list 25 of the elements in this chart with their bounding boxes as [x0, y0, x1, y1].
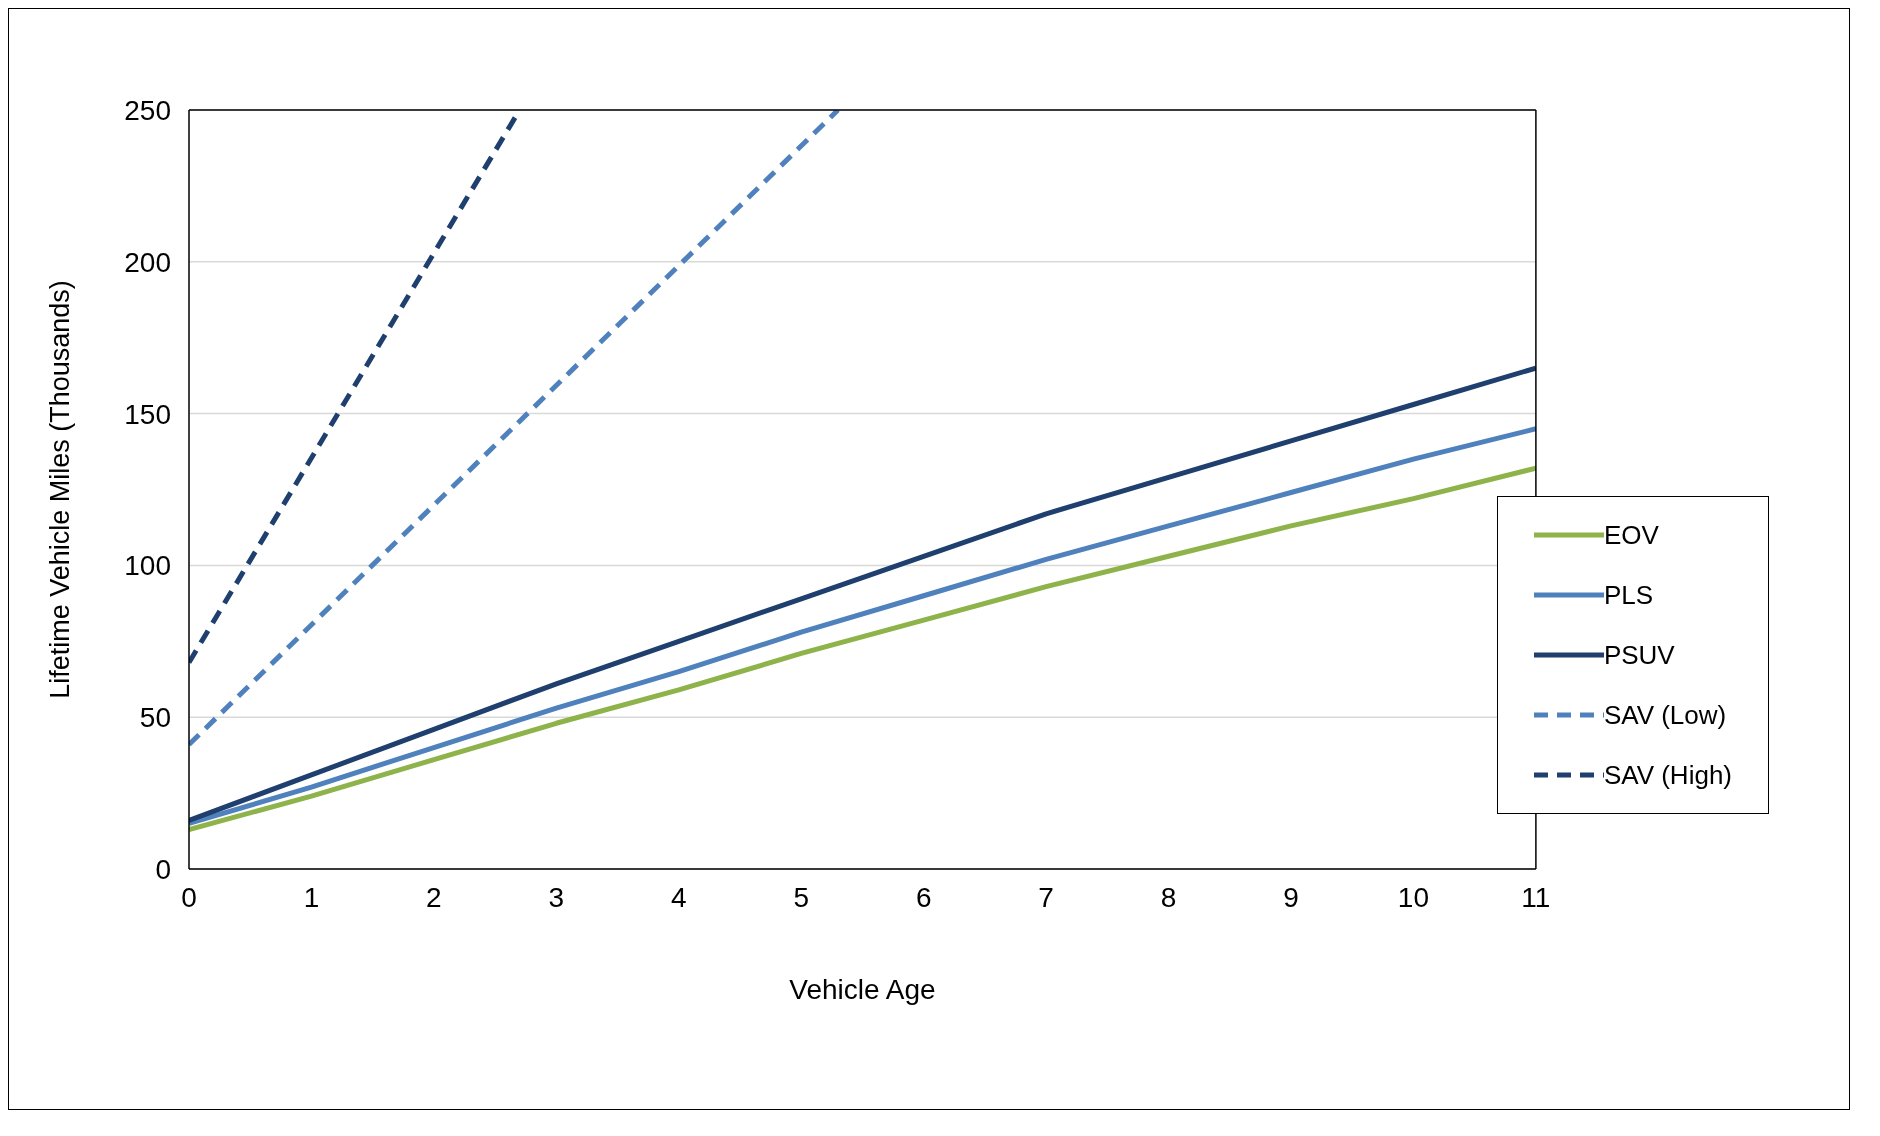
legend-label: PLS	[1603, 579, 1654, 611]
x-axis-title: Vehicle Age	[789, 974, 936, 1005]
y-tick-label: 150	[124, 398, 171, 430]
x-tick-label: 9	[1283, 881, 1299, 913]
x-tick-label: 6	[915, 881, 932, 913]
y-tick-label: 0	[155, 853, 171, 885]
y-tick-label: 100	[124, 550, 171, 582]
x-tick-label: 0	[181, 881, 197, 913]
legend-label: SAV (High)	[1603, 759, 1732, 791]
x-tick-label: 11	[1521, 881, 1551, 913]
x-tick-label: 7	[1038, 881, 1054, 913]
x-tick-label: 3	[548, 881, 565, 913]
legend-label: EOV	[1603, 519, 1659, 551]
x-tick-label: 1	[303, 881, 320, 913]
y-tick-label: 250	[124, 94, 171, 126]
y-axis-title: Lifetime Vehicle Miles (Thousands)	[44, 280, 75, 699]
x-tick-label: 10	[1397, 881, 1430, 913]
y-tick-label: 50	[139, 702, 171, 734]
legend-label: SAV (Low)	[1603, 699, 1727, 731]
x-tick-label: 5	[793, 881, 810, 913]
y-tick-label: 200	[124, 246, 171, 278]
legend-label: PSUV	[1603, 639, 1675, 671]
x-tick-label: 4	[670, 881, 687, 913]
x-tick-label: 2	[426, 881, 442, 913]
x-tick-label: 8	[1160, 881, 1177, 913]
